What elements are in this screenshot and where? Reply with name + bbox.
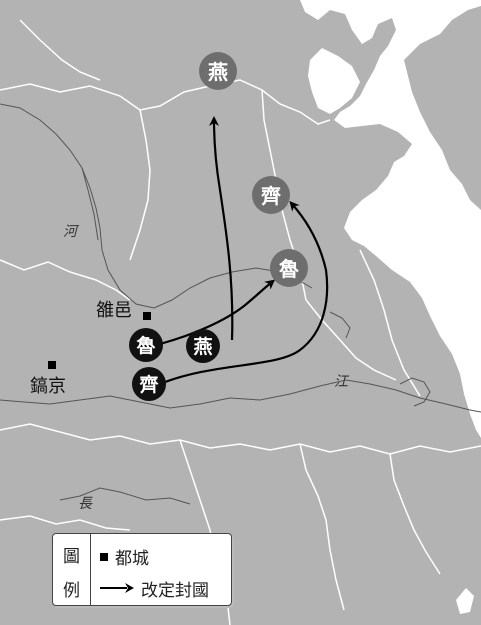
state-dest-lu: 魯	[270, 249, 308, 287]
capital-luoyi-label: 雒邑	[96, 300, 132, 321]
state-dest-lu-label: 魯	[278, 257, 299, 281]
state-origin-lu: 魯	[129, 328, 163, 362]
land-shandong	[340, 128, 402, 186]
arrow-qi	[159, 201, 329, 386]
river-chang-label: 長	[78, 496, 93, 512]
legend: 圖 例 都城 改定封國	[52, 533, 232, 606]
bohai-sea	[308, 48, 360, 114]
river-jiang-label: 江	[334, 374, 350, 390]
state-dest-qi-label: 齊	[260, 184, 282, 208]
river-he-label: 河	[63, 224, 80, 240]
state-origin-yan-label: 燕	[193, 335, 212, 358]
arrow-lu	[159, 279, 276, 346]
state-dest-yan: 燕	[199, 52, 237, 90]
land-east	[404, 6, 481, 210]
state-origin-qi-label: 齊	[138, 373, 159, 396]
rivers	[0, 103, 481, 505]
legend-capital-label: 都城	[115, 549, 149, 569]
relocation-arrows	[159, 116, 329, 386]
legend-heading-bottom: 例	[63, 581, 80, 601]
capital-luoyi-square	[143, 312, 151, 320]
capital-haojing-square	[48, 361, 56, 369]
legend-heading: 圖 例	[53, 534, 91, 605]
island	[456, 588, 474, 614]
arrow-right-icon	[99, 579, 135, 599]
state-origin-lu-label: 魯	[135, 334, 155, 357]
capital-haojing-label: 鎬京	[30, 376, 66, 397]
yangtze-river	[0, 379, 481, 413]
legend-row-capital: 都城	[99, 544, 149, 569]
square-icon	[99, 547, 109, 567]
legend-relocation-label: 改定封國	[141, 581, 209, 601]
state-origin-qi: 齊	[132, 367, 166, 401]
state-dest-yan-label: 燕	[208, 60, 228, 84]
legend-row-relocation: 改定封國	[99, 576, 209, 601]
arrow-yan	[209, 116, 234, 341]
legend-heading-top: 圖	[63, 547, 80, 567]
state-origin-yan: 燕	[186, 329, 220, 363]
yellow-river	[0, 103, 313, 309]
state-dest-qi: 齊	[252, 176, 290, 214]
